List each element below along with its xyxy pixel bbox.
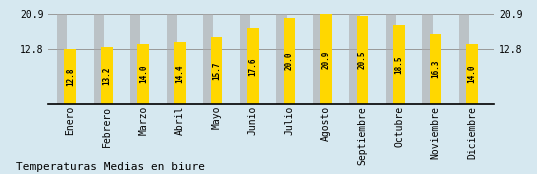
Text: 14.0: 14.0 bbox=[468, 65, 477, 83]
Bar bbox=[247, 28, 259, 104]
Bar bbox=[137, 44, 149, 104]
Bar bbox=[240, 14, 250, 104]
Bar bbox=[386, 14, 396, 104]
Bar bbox=[57, 14, 67, 104]
Bar bbox=[203, 14, 214, 104]
Bar bbox=[174, 42, 186, 104]
Text: 14.4: 14.4 bbox=[176, 64, 184, 83]
Bar bbox=[93, 14, 104, 104]
Bar bbox=[101, 48, 113, 104]
Text: 17.6: 17.6 bbox=[249, 57, 257, 76]
Bar bbox=[130, 14, 140, 104]
Text: 18.5: 18.5 bbox=[395, 55, 403, 74]
Bar bbox=[393, 25, 405, 104]
Text: Temperaturas Medias en biure: Temperaturas Medias en biure bbox=[16, 162, 205, 172]
Text: 20.5: 20.5 bbox=[358, 51, 367, 69]
Bar bbox=[459, 14, 469, 104]
Bar bbox=[350, 14, 360, 104]
Bar bbox=[211, 37, 222, 104]
Text: 13.2: 13.2 bbox=[102, 67, 111, 85]
Bar bbox=[313, 14, 323, 104]
Bar bbox=[423, 14, 433, 104]
Bar bbox=[466, 44, 478, 104]
Text: 12.8: 12.8 bbox=[66, 68, 75, 86]
Bar bbox=[357, 16, 368, 104]
Bar bbox=[277, 14, 287, 104]
Text: 16.3: 16.3 bbox=[431, 60, 440, 78]
Bar bbox=[430, 34, 441, 104]
Text: 20.0: 20.0 bbox=[285, 52, 294, 70]
Text: 15.7: 15.7 bbox=[212, 61, 221, 80]
Bar bbox=[284, 18, 295, 104]
Text: 14.0: 14.0 bbox=[139, 65, 148, 83]
Bar bbox=[64, 49, 76, 104]
Bar bbox=[166, 14, 177, 104]
Bar bbox=[320, 14, 332, 104]
Text: 20.9: 20.9 bbox=[322, 50, 330, 69]
